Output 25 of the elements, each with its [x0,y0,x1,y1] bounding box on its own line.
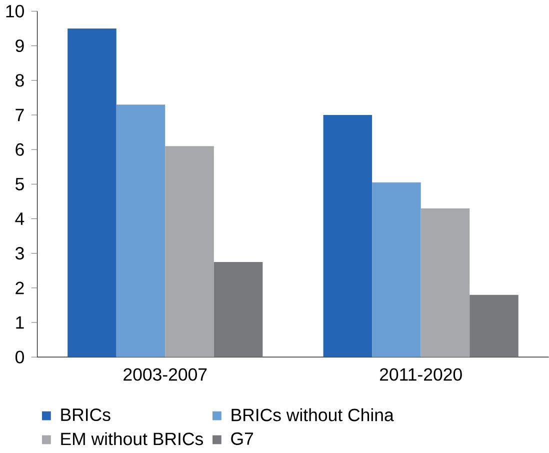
y-tick-label: 5 [16,178,24,190]
x-tick-label: 2003-2007 [124,368,207,381]
legend-label: BRICs [61,408,110,421]
y-tick-label: 8 [16,74,24,87]
y-tick-label: 1 [16,316,24,329]
bar [323,114,372,358]
bar [470,294,518,358]
legend-label: G7 [231,432,254,445]
bar [420,208,470,358]
bar [214,262,263,358]
y-tick-label: 9 [16,39,24,52]
y-tick-label: 3 [15,246,24,260]
bar [68,28,116,358]
y-tick-label: 7 [16,108,24,121]
legend-label: BRICs without China [232,408,394,422]
bar [372,182,421,358]
y-tick-label: 0 [15,350,24,364]
y-tick-label: 4 [15,212,24,225]
x-tick-label: 2011-2020 [380,368,462,381]
legend-label: EM without BRICs [61,432,203,446]
y-tick-label: 10 [6,4,24,18]
bar [165,146,214,358]
y-tick-label: 6 [16,143,24,156]
bar [116,104,166,358]
y-tick-label: 2 [16,282,24,294]
